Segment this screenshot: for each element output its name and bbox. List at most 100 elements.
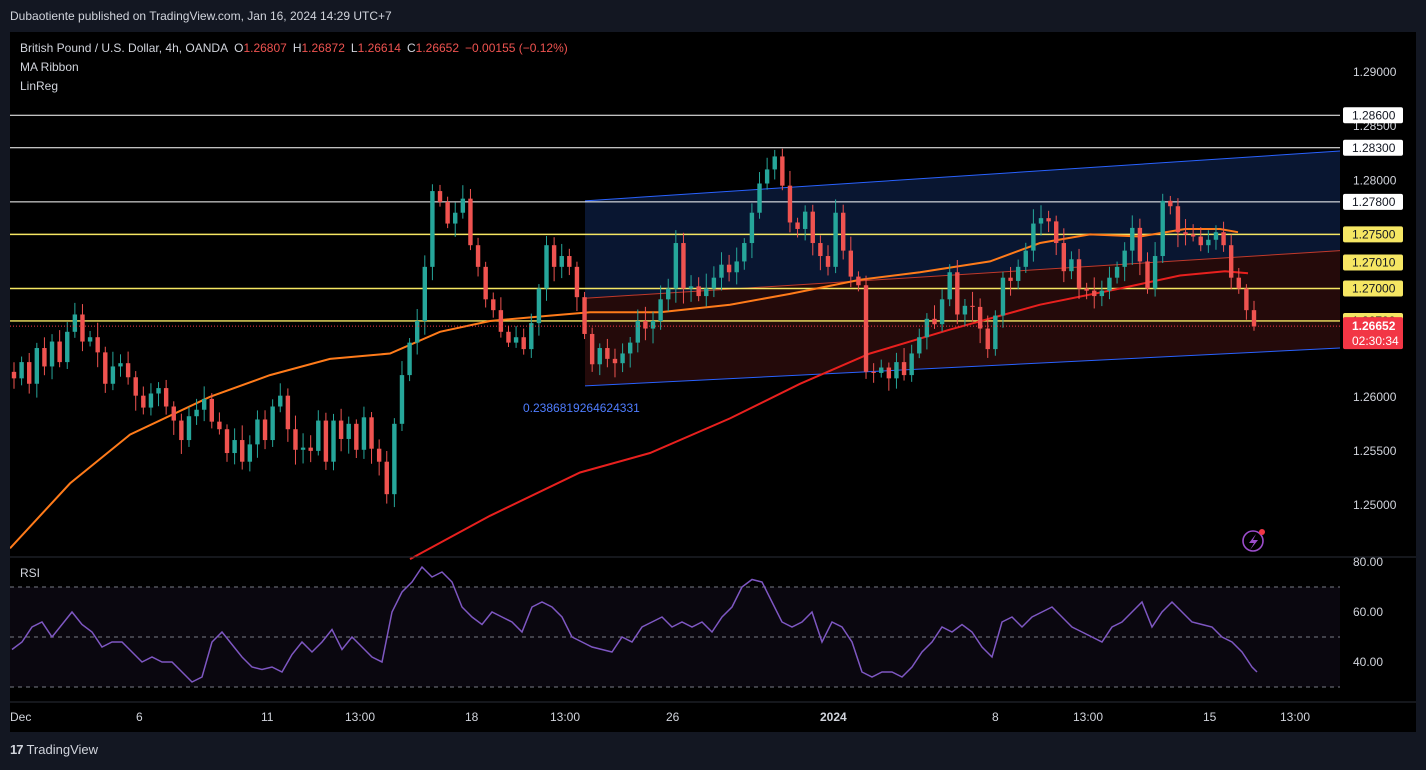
- candle: [802, 205, 808, 241]
- candle: [186, 406, 192, 447]
- candle: [247, 435, 253, 472]
- candle: [308, 435, 313, 463]
- channel-lower-zone: [585, 250, 1340, 386]
- candle-body: [11, 371, 17, 379]
- candle: [1015, 259, 1021, 290]
- time-axis[interactable]: Dec 6 11 13:00 18 13:00 26 2024 8 13:00 15 13:00: [10, 710, 1310, 724]
- candle-body: [1160, 200, 1165, 257]
- candle: [498, 297, 504, 338]
- candle-body: [734, 261, 739, 273]
- candle: [1130, 215, 1135, 265]
- level-badge-0-text: 1.28600: [1352, 108, 1396, 122]
- price-badges: 1.286001.283001.278001.275001.270001.267…: [10, 107, 1403, 350]
- candle: [141, 386, 146, 415]
- candle: [1190, 224, 1196, 242]
- channel-upper-line: [584, 150, 1341, 202]
- candle: [1054, 215, 1059, 256]
- candle: [1114, 261, 1120, 284]
- candle: [316, 410, 321, 456]
- candle: [947, 264, 952, 307]
- candle: [1206, 230, 1211, 253]
- candle: [734, 247, 739, 285]
- candle: [749, 203, 755, 259]
- candle-body: [772, 156, 777, 170]
- rsi-pane: 80.00 60.00 40.00: [10, 555, 1383, 688]
- price-chart[interactable]: 1.290001.285001.280001.275001.270001.265…: [9, 32, 1416, 732]
- candle-body: [529, 323, 534, 350]
- candle: [1046, 210, 1051, 233]
- candle-body: [810, 211, 815, 244]
- candle-body: [924, 318, 930, 338]
- candle-body: [194, 409, 199, 417]
- candle: [49, 334, 55, 380]
- candle: [924, 313, 930, 350]
- candle-body: [491, 299, 496, 311]
- tv-brand-text: TradingView: [26, 742, 99, 757]
- candle: [1221, 221, 1226, 252]
- candle-body: [856, 276, 861, 286]
- candle-body: [1244, 288, 1249, 311]
- ma-slow-line: [409, 270, 1249, 560]
- candle-body: [209, 398, 214, 422]
- level-badge-4-box: [1343, 280, 1403, 297]
- candle-body: [148, 393, 154, 408]
- candle-body: [34, 348, 40, 384]
- current-price-text: 1.26652: [1352, 319, 1396, 333]
- candle: [833, 199, 838, 274]
- candle-body: [57, 341, 62, 363]
- candle: [939, 289, 945, 332]
- time-tick-label: 8: [992, 710, 999, 724]
- candle: [726, 254, 732, 282]
- time-tick-label: 26: [666, 710, 680, 724]
- candle-body: [1107, 277, 1112, 291]
- candle-body: [422, 266, 427, 321]
- candle-body: [186, 416, 192, 441]
- candle: [719, 252, 724, 291]
- candle: [1092, 277, 1097, 309]
- lightning-icon[interactable]: [1242, 529, 1265, 552]
- candle-body: [285, 395, 291, 430]
- candle-body: [475, 245, 481, 267]
- candle: [909, 344, 914, 382]
- tradingview-logo[interactable]: 17 TradingView: [10, 742, 98, 757]
- candle-body: [643, 320, 648, 329]
- level-badge-1-text: 1.28300: [1352, 141, 1396, 155]
- candle-body: [1152, 256, 1158, 289]
- candle-body: [802, 211, 808, 229]
- candle-body: [833, 212, 838, 267]
- time-tick-label: 13:00: [1073, 710, 1103, 724]
- candle: [148, 383, 154, 416]
- candle: [1069, 251, 1074, 280]
- candle: [841, 204, 846, 260]
- candle: [57, 330, 62, 368]
- time-tick-label: 13:00: [345, 710, 375, 724]
- candle-body: [42, 348, 47, 367]
- candle-body: [681, 243, 686, 289]
- candle: [1099, 280, 1105, 307]
- legend-indicator-linreg[interactable]: LinReg: [20, 79, 58, 93]
- candle-body: [1221, 232, 1226, 246]
- extra-badge-0-box: [1343, 254, 1403, 271]
- candle: [1145, 252, 1150, 294]
- candle: [422, 255, 427, 335]
- publisher-text: Dubaotiente published on TradingView.com…: [10, 9, 392, 23]
- tv-logo-icon: 17: [10, 742, 24, 757]
- legend-indicator-ma-ribbon[interactable]: MA Ribbon: [20, 60, 79, 74]
- rsi-line: [11, 565, 1258, 683]
- candle-body: [338, 420, 344, 439]
- candle: [696, 277, 701, 302]
- candle: [1228, 234, 1234, 290]
- candle-body: [300, 447, 306, 450]
- candle: [323, 412, 329, 470]
- chart-area[interactable]: 1.290001.285001.280001.275001.270001.265…: [9, 32, 1416, 732]
- candle: [27, 352, 32, 394]
- candle-body: [1251, 310, 1257, 327]
- candle: [810, 204, 815, 256]
- candle-body: [156, 388, 161, 394]
- extra-badge-0-text: 1.27010: [1352, 256, 1396, 270]
- candle-body: [217, 421, 222, 430]
- candle-body: [894, 362, 899, 379]
- candle: [72, 302, 78, 338]
- candle: [270, 399, 275, 447]
- channel-value-label: 0.2386819264624331: [523, 401, 640, 415]
